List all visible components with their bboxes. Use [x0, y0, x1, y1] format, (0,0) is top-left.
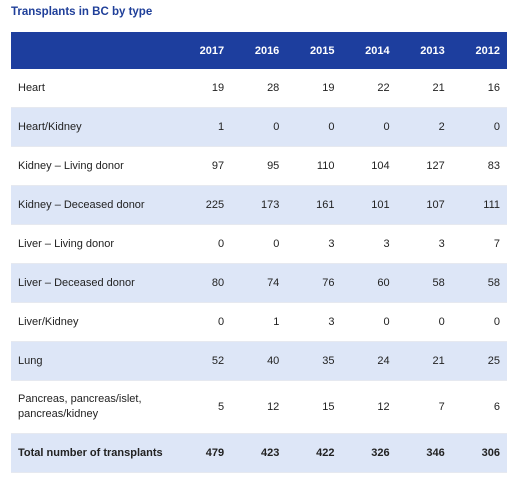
cell-value: 83	[451, 146, 507, 186]
table-row: Heart/Kidney 1 0 0 0 2 0	[11, 107, 507, 147]
cell-value: 0	[451, 107, 507, 147]
row-label: Liver – Deceased donor	[11, 263, 176, 303]
cell-value: 225	[176, 185, 232, 225]
cell-value: 127	[396, 146, 452, 186]
row-label: Total number of transplants	[11, 433, 176, 473]
cell-value: 95	[231, 146, 287, 186]
table-row: Kidney – Deceased donor 225 173 161 101 107 11…	[11, 185, 507, 225]
cell-value: 3	[396, 224, 452, 264]
cell-value: 0	[176, 224, 232, 264]
cell-value: 52	[176, 341, 232, 381]
cell-value: 0	[341, 302, 397, 342]
cell-value: 7	[451, 224, 507, 264]
cell-value: 0	[176, 302, 232, 342]
cell-value: 21	[396, 341, 452, 381]
cell-value: 110	[286, 146, 342, 186]
cell-value: 306	[451, 433, 507, 473]
cell-value: 173	[231, 185, 287, 225]
cell-value: 40	[231, 341, 287, 381]
cell-value: 0	[286, 107, 342, 147]
table-row: Lung 52 40 35 24 21 25	[11, 341, 507, 381]
cell-value: 111	[451, 185, 507, 225]
cell-value: 24	[341, 341, 397, 381]
cell-value: 6	[451, 380, 507, 434]
column-header: 2015	[286, 32, 342, 69]
cell-value: 107	[396, 185, 452, 225]
table-row: Pancreas, pancreas/islet, pancreas/kidne…	[11, 380, 507, 434]
cell-value: 22	[341, 69, 397, 108]
cell-value: 0	[341, 107, 397, 147]
cell-value: 19	[286, 69, 342, 108]
cell-value: 35	[286, 341, 342, 381]
cell-value: 3	[286, 224, 342, 264]
transplants-table: 2017 2016 2015 2014 2013 2012 Heart 19 28 19 22 21…	[11, 32, 507, 473]
column-header: 2017	[176, 32, 232, 69]
cell-value: 12	[231, 380, 287, 434]
title: Transplants in BC by type	[11, 6, 153, 18]
table-row: Heart 19 28 19 22 21 16	[11, 69, 507, 108]
row-label: Kidney – Living donor	[11, 146, 176, 186]
table-row: Total number of transplants 479 423 422 326 3…	[11, 433, 507, 473]
column-header: 2012	[451, 32, 507, 69]
cell-value: 0	[231, 224, 287, 264]
column-header: 2016	[231, 32, 287, 69]
cell-value: 5	[176, 380, 232, 434]
cell-value: 28	[231, 69, 287, 108]
column-header: 2013	[396, 32, 452, 69]
cell-value: 423	[231, 433, 287, 473]
cell-value: 0	[396, 302, 452, 342]
cell-value: 12	[341, 380, 397, 434]
cell-value: 1	[231, 302, 287, 342]
row-label: Pancreas, pancreas/islet, pancreas/kidne…	[11, 380, 176, 434]
cell-value: 7	[396, 380, 452, 434]
table-row: Liver – Living donor 0 0 3 3 3 7	[11, 224, 507, 264]
row-label: Liver – Living donor	[11, 224, 176, 264]
cell-value: 479	[176, 433, 232, 473]
header-row: 2017 2016 2015 2014 2013 2012	[11, 32, 507, 69]
cell-value: 97	[176, 146, 232, 186]
cell-value: 101	[341, 185, 397, 225]
row-label: Lung	[11, 341, 176, 381]
cell-value: 19	[176, 69, 232, 108]
cell-value: 3	[286, 302, 342, 342]
cell-value: 21	[396, 69, 452, 108]
row-label: Heart/Kidney	[11, 107, 176, 147]
cell-value: 76	[286, 263, 342, 303]
cell-value: 161	[286, 185, 342, 225]
cell-value: 0	[231, 107, 287, 147]
cell-value: 104	[341, 146, 397, 186]
cell-value: 346	[396, 433, 452, 473]
header-corner	[11, 32, 176, 69]
row-label: Heart	[11, 69, 176, 108]
cell-value: 58	[396, 263, 452, 303]
cell-value: 1	[176, 107, 232, 147]
table-row: Liver/Kidney 0 1 3 0 0 0	[11, 302, 507, 342]
column-header: 2014	[341, 32, 397, 69]
cell-value: 58	[451, 263, 507, 303]
table-row: Liver – Deceased donor 80 74 76 60 58 58	[11, 263, 507, 303]
cell-value: 74	[231, 263, 287, 303]
cell-value: 422	[286, 433, 342, 473]
cell-value: 16	[451, 69, 507, 108]
row-label: Liver/Kidney	[11, 302, 176, 342]
cell-value: 3	[341, 224, 397, 264]
cell-value: 2	[396, 107, 452, 147]
cell-value: 0	[451, 302, 507, 342]
cell-value: 60	[341, 263, 397, 303]
cell-value: 25	[451, 341, 507, 381]
cell-value: 80	[176, 263, 232, 303]
cell-value: 326	[341, 433, 397, 473]
row-label: Kidney – Deceased donor	[11, 185, 176, 225]
cell-value: 15	[286, 380, 342, 434]
table-row: Kidney – Living donor 97 95 110 104 127 83	[11, 146, 507, 186]
